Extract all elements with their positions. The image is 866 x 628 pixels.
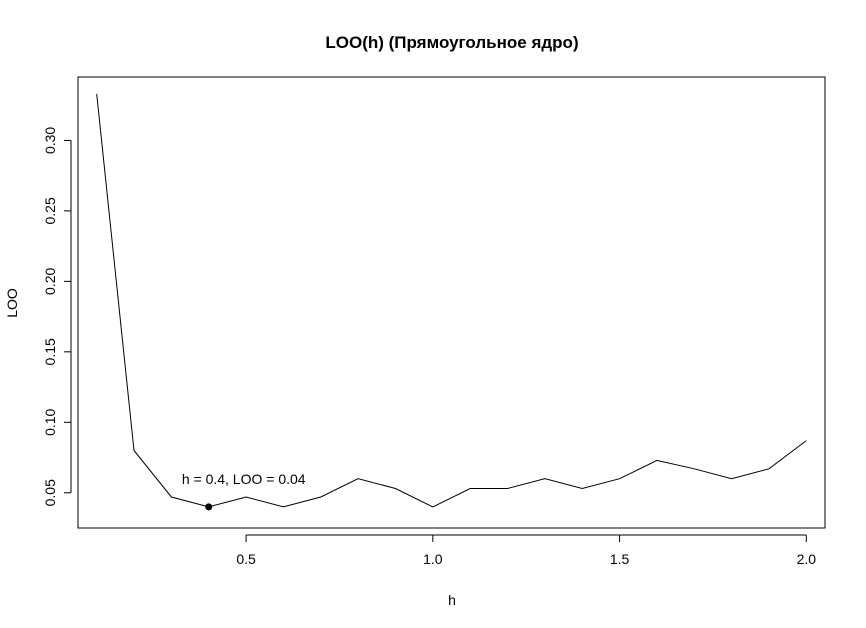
x-axis: 0.5 1.0 1.5 2.0 xyxy=(236,534,817,567)
y-tick-label: 0.25 xyxy=(42,197,58,224)
y-tick-label: 0.20 xyxy=(42,268,58,295)
y-axis: 0.05 0.10 0.15 0.20 0.25 0.30 xyxy=(42,127,72,506)
series-group xyxy=(96,93,807,511)
x-tick-label: 0.5 xyxy=(236,551,256,567)
min-point-annotation: h = 0.4, LOO = 0.04 xyxy=(182,471,306,487)
x-tick-label: 2.0 xyxy=(797,551,817,567)
y-tick-label: 0.15 xyxy=(42,338,58,365)
plot-frame xyxy=(77,76,826,529)
x-axis-label: h xyxy=(448,592,456,608)
y-tick-label: 0.10 xyxy=(42,408,58,435)
chart-title: LOO(h) (Прямоугольное ядро) xyxy=(325,33,578,52)
y-tick-label: 0.30 xyxy=(42,127,58,154)
loo-series-line xyxy=(96,93,807,508)
y-tick-label: 0.05 xyxy=(42,479,58,506)
x-tick-label: 1.5 xyxy=(610,551,630,567)
x-tick-label: 1.0 xyxy=(423,551,443,567)
min-point-marker xyxy=(205,503,213,511)
y-axis-label: LOO xyxy=(4,288,20,318)
